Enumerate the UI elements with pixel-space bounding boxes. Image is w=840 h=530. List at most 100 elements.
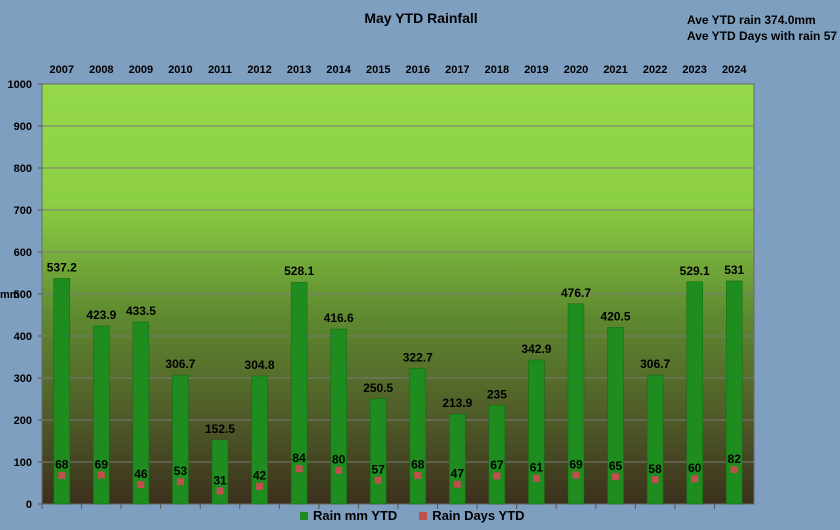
x-tick-label: 2019 <box>524 64 548 76</box>
rain-bar-label: 342.9 <box>521 342 551 356</box>
x-tick-label: 2022 <box>643 64 667 76</box>
rain-bar <box>172 374 189 505</box>
rain-bar <box>93 325 110 505</box>
x-axis-tick-labels: 2007 2008 2009 2010 2011 2012 2013 2014 2015 2016… <box>41 64 747 509</box>
avg-rain-annotation: Ave YTD rain 374.0mm <box>687 13 816 27</box>
rain-days-point <box>414 471 422 479</box>
rain-bar <box>449 413 466 505</box>
legend-label-rain-mm: Rain mm YTD <box>313 508 398 523</box>
rain-bar-label: 306.7 <box>640 357 670 371</box>
rain-bar <box>251 375 268 505</box>
rain-days-label: 57 <box>372 462 386 476</box>
rain-days-point <box>97 471 105 479</box>
legend: Rain mm YTD Rain Days YTD <box>300 508 525 523</box>
rain-days-point <box>691 475 699 483</box>
rain-bar-label: 529.1 <box>680 264 710 278</box>
rain-bar-label: 213.9 <box>442 396 472 410</box>
rain-days-label: 84 <box>292 451 306 465</box>
rain-bar-label: 306.7 <box>165 357 195 371</box>
rain-days-point <box>295 465 303 473</box>
rain-days-label: 53 <box>174 464 188 478</box>
rain-days-point <box>137 481 145 489</box>
rain-bar-label: 420.5 <box>601 309 631 323</box>
rain-bar-label: 433.5 <box>126 304 156 318</box>
x-tick-label: 2009 <box>129 64 153 76</box>
rain-days-label: 80 <box>332 453 346 467</box>
rain-bar-label: 322.7 <box>403 350 433 364</box>
x-tick-label: 2024 <box>722 64 747 76</box>
rain-days-label: 68 <box>411 458 425 472</box>
x-tick-label: 2018 <box>485 64 509 76</box>
legend-label-rain-days: Rain Days YTD <box>432 508 525 523</box>
rain-bar <box>369 398 387 505</box>
x-tick-label: 2014 <box>326 64 351 76</box>
y-tick-label: 600 <box>14 247 32 259</box>
legend-item-rain-mm: Rain mm YTD <box>300 508 397 523</box>
y-tick-label: 800 <box>14 163 32 175</box>
x-tick-label: 2012 <box>247 64 271 76</box>
y-tick-label: 100 <box>14 457 32 469</box>
rain-days-label: 61 <box>530 461 544 475</box>
rain-bar <box>53 278 71 505</box>
rain-bar <box>567 303 585 505</box>
rain-bar <box>330 328 347 505</box>
bar-data-labels: 537.2 423.9 433.5 306.7 152.5 304.8 528.1 416.6… <box>47 260 745 436</box>
x-tick-label: 2013 <box>287 64 311 76</box>
rain-days-point <box>58 471 66 479</box>
y-tick-label: 900 <box>14 121 32 133</box>
rain-days-point <box>493 472 501 480</box>
x-tick-label: 2017 <box>445 64 469 76</box>
legend-item-rain-days: Rain Days YTD <box>419 508 525 523</box>
rain-bar-label: 528.1 <box>284 264 314 278</box>
y-tick-label: 500 <box>14 289 32 301</box>
gridlines <box>42 125 754 463</box>
y-tick-label: 400 <box>14 331 32 343</box>
x-tick-label: 2011 <box>208 64 232 76</box>
rain-days-point <box>572 471 580 479</box>
rain-days-label: 46 <box>134 467 148 481</box>
x-tick-label: 2010 <box>168 64 192 76</box>
rain-bar-label: 152.5 <box>205 422 235 436</box>
x-tick-label: 2016 <box>406 64 430 76</box>
rain-days-label: 82 <box>728 452 742 466</box>
rain-days-point <box>730 466 738 474</box>
rain-days-label: 67 <box>490 458 504 472</box>
y-tick-label: 0 <box>26 499 32 511</box>
rain-days-label: 69 <box>569 457 583 471</box>
rain-days-label: 60 <box>688 461 702 475</box>
y-tick-label: 700 <box>14 205 32 217</box>
y-axis-label: mm <box>0 289 20 301</box>
rain-bar-label: 235 <box>487 387 507 401</box>
rain-bar <box>725 280 743 505</box>
rain-days-label: 65 <box>609 459 623 473</box>
rain-bar-label: 416.6 <box>324 311 354 325</box>
rain-days-label: 68 <box>55 458 69 472</box>
rain-days-label: 69 <box>95 457 109 471</box>
rain-bar <box>528 359 545 505</box>
rain-bar <box>686 281 703 505</box>
rain-days-point <box>651 476 659 484</box>
rain-days-point <box>335 466 343 474</box>
bar-series <box>53 278 743 505</box>
rain-bar <box>132 321 150 505</box>
rain-days-label: 31 <box>213 473 227 487</box>
avg-days-annotation: Ave YTD Days with rain 57 <box>687 29 837 43</box>
rain-bar <box>607 327 624 505</box>
rain-bar <box>646 374 664 505</box>
rain-days-point <box>374 476 382 484</box>
x-tick-label: 2021 <box>603 64 627 76</box>
rain-days-point <box>532 474 540 482</box>
rain-bar <box>409 368 427 505</box>
rain-days-point <box>453 480 461 488</box>
chart-title: May YTD Rainfall <box>364 10 477 26</box>
rain-bar-label: 476.7 <box>561 286 591 300</box>
rain-days-point <box>612 473 620 481</box>
rain-days-label: 47 <box>451 467 465 481</box>
point-data-labels: 68 69 46 53 31 42 84 80 57 68 47 67 61 69 65 58 60 82 <box>55 451 741 487</box>
rain-days-label: 58 <box>648 462 662 476</box>
rain-days-label: 42 <box>253 469 267 483</box>
y-axis-tick-labels: 0 100 200 300 400 500 600 700 800 900 1000 <box>8 79 42 511</box>
point-series <box>58 465 738 495</box>
x-tick-label: 2023 <box>682 64 706 76</box>
